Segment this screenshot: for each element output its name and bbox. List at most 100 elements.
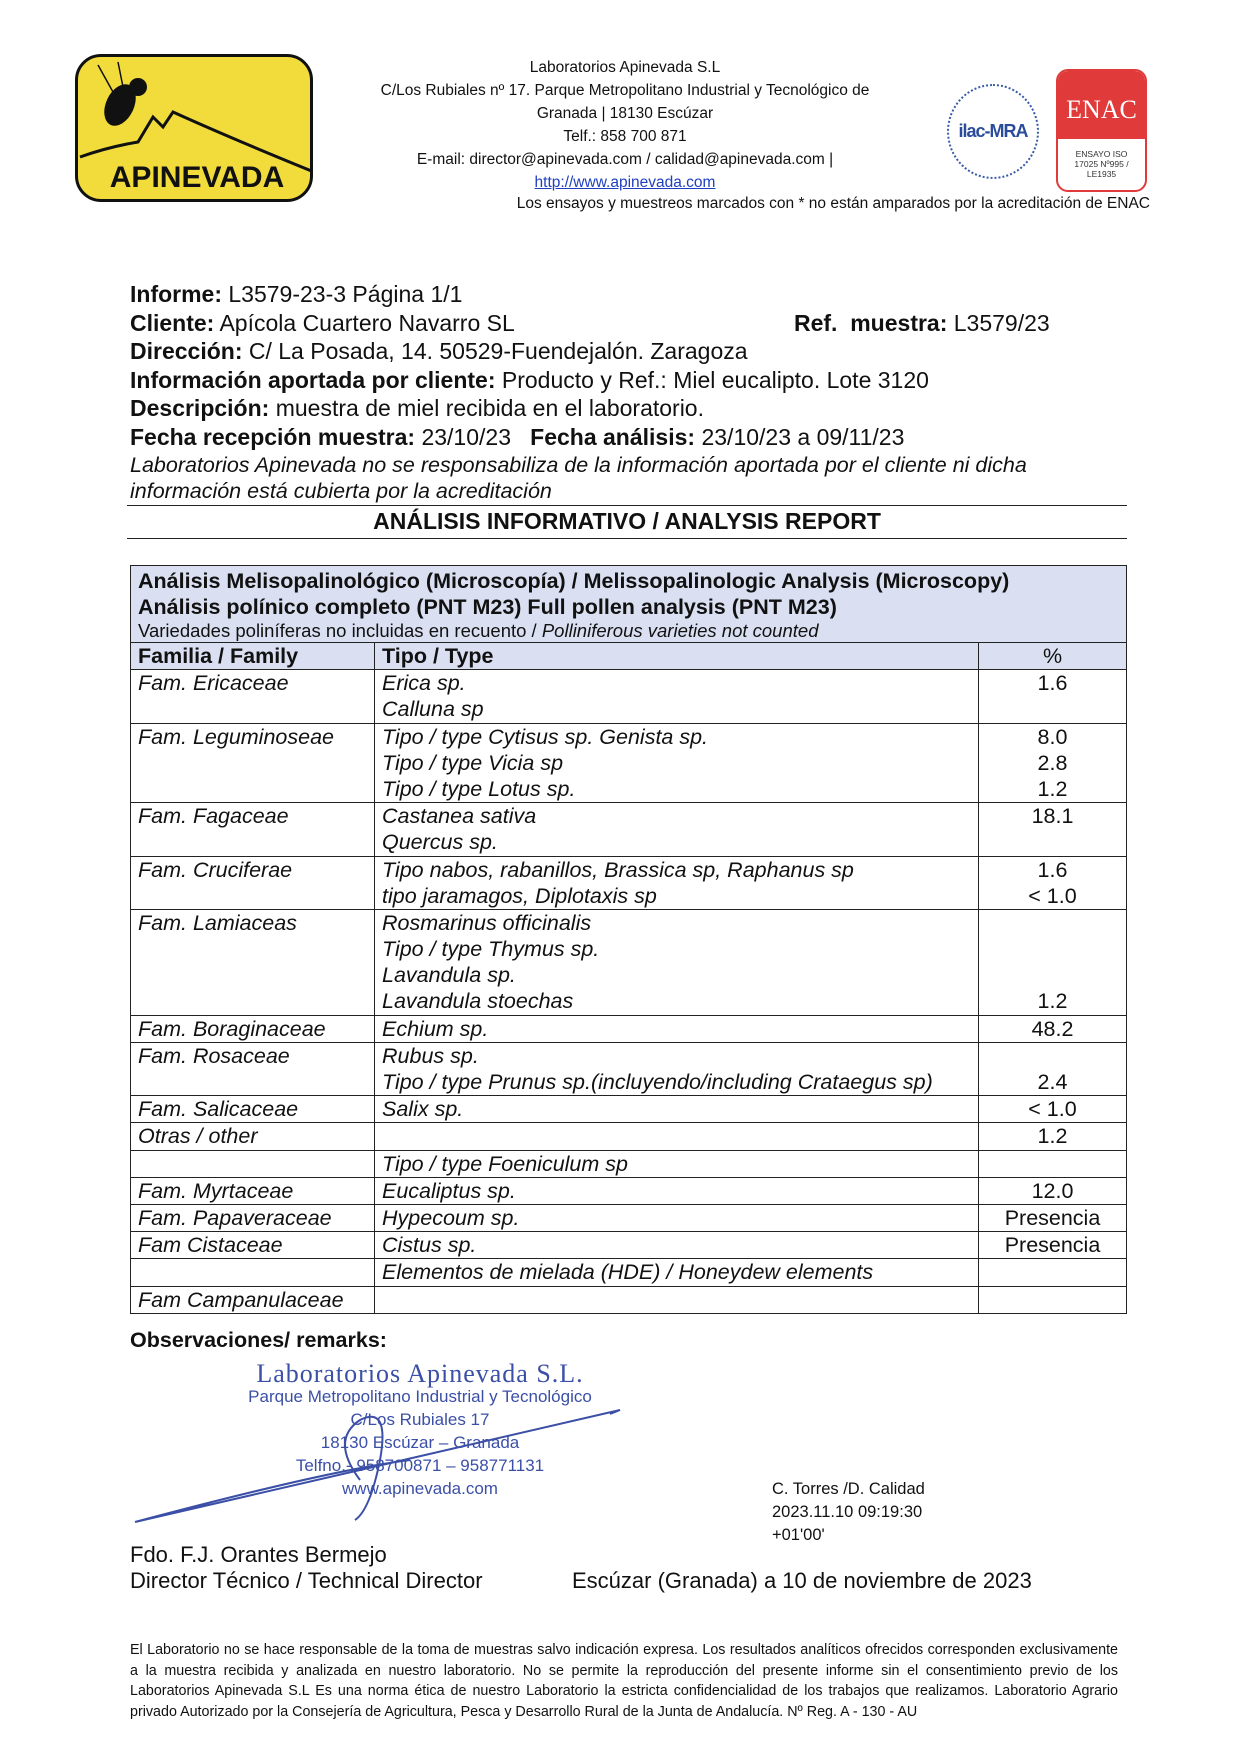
percent-cell — [978, 1285, 1127, 1314]
family-cell: Fam. Boraginaceae — [130, 1014, 375, 1043]
percent-cell: 12.0 — [978, 1176, 1127, 1205]
type-cell: Elementos de mielada (HDE) / Honeydew el… — [374, 1258, 979, 1287]
pollen-type: Calluna sp — [382, 697, 484, 722]
family-name: Fam. Salicaceae — [138, 1097, 299, 1122]
percent-cell: 8.0 2.8 1.2 — [978, 722, 1127, 804]
pollen-type: Lavandula sp. — [382, 963, 516, 988]
percent-cell — [978, 1149, 1127, 1178]
pollen-type: tipo jaramagos, Diplotaxis sp — [382, 883, 657, 908]
fecha-analisis-value: 23/10/23 a 09/11/23 — [695, 423, 905, 450]
percent-value: 1.2 — [1037, 989, 1068, 1014]
apinevada-logo: APINEVADA — [75, 54, 313, 202]
family-cell: Fam. Ericaceae — [130, 669, 375, 724]
type-cell: Tipo nabos, rabanillos, Brassica sp, Rap… — [374, 855, 979, 910]
table-row: Fam. Papaveraceae Hypecoum sp. Presencia — [130, 1203, 1127, 1233]
family-name: Fam. Myrtaceae — [138, 1178, 294, 1203]
caption-3-en: Polliniferous varieties not counted — [541, 620, 819, 641]
signer-role: Director Técnico / Technical Director — [130, 1568, 483, 1593]
pollen-type: Tipo / type Foeniculum sp — [382, 1151, 628, 1176]
type-cell — [374, 1122, 979, 1151]
percent-cell: 1.2 — [978, 1122, 1127, 1151]
handwritten-signature — [134, 1409, 621, 1523]
percent-value: 1.2 — [1037, 1124, 1068, 1149]
table-row: Fam. Salicaceae Salix sp. < 1.0 — [130, 1095, 1127, 1124]
ref-label: Ref. muestra: — [794, 309, 948, 336]
informe-value: L3579-23-3 Página 1/1 — [222, 281, 463, 307]
pollen-type: Erica sp. — [382, 671, 466, 696]
family-name: Otras / other — [138, 1124, 258, 1149]
table-row: Fam. Boraginaceae Echium sp. 48.2 — [130, 1014, 1127, 1043]
percent-value: 48.2 — [1031, 1016, 1074, 1041]
caption-3: Variedades poliníferas no incluidas en r… — [138, 620, 542, 641]
family-cell: Fam. Lamiaceas — [130, 908, 375, 1016]
percent-cell: < 1.0 — [978, 1095, 1127, 1124]
cliente-label: Cliente: — [130, 309, 215, 336]
percent-value — [986, 962, 1119, 988]
header-percent: % — [978, 641, 1127, 671]
enac-logo: ENAC ENSAYO ISO 17025 Nº995 / LE1935 — [1056, 69, 1147, 192]
percent-cell: 1.6 — [978, 669, 1127, 724]
website-link[interactable]: http://www.apinevada.com — [534, 174, 716, 191]
desc-label: Descripción: — [130, 395, 270, 422]
pollen-type: Castanea sativa — [382, 804, 537, 829]
header-family: Familia / Family — [130, 641, 375, 671]
pollen-type: Hypecoum sp. — [382, 1205, 520, 1230]
place-date: Escúzar (Granada) a 10 de noviembre de 2… — [572, 1568, 1032, 1593]
type-cell: Hypecoum sp. — [374, 1203, 979, 1233]
percent-value: 2.4 — [1037, 1070, 1068, 1095]
family-name — [138, 1151, 367, 1177]
pollen-table: Análisis Melisopalinológico (Microscopía… — [130, 565, 1127, 1314]
table-row: Fam. Ericaceae Erica sp. Calluna sp 1.6 — [130, 669, 1127, 724]
table-row: Otras / other 1.2 — [130, 1122, 1127, 1151]
ref-value: L3579/23 — [947, 309, 1050, 336]
family-cell — [130, 1149, 375, 1178]
stamp-line: Laboratorios Apinevada S.L. — [256, 1359, 584, 1388]
company-name: Laboratorios Apinevada S.L — [529, 59, 721, 76]
percent-value: < 1.0 — [1028, 1097, 1077, 1122]
fecha-recepcion-label: Fecha recepción muestra: — [130, 423, 416, 450]
desc-value: muestra de miel recibida en el laborator… — [269, 395, 704, 422]
direccion-value: C/ La Posada, 14. 50529-Fuendejalón. Zar… — [242, 338, 748, 365]
type-cell: Salix sp. — [374, 1095, 979, 1124]
percent-value: 1.6 — [1037, 671, 1068, 696]
enac-note: Los ensayos y muestreos marcados con * n… — [516, 195, 1150, 212]
divider — [127, 538, 1127, 539]
percent-cell: Presencia — [978, 1231, 1127, 1260]
pollen-type: Tipo / type Cytisus sp. Genista sp. — [382, 724, 709, 749]
percent-value — [986, 829, 1119, 855]
ilac-mra-logo: ilac-MRA — [947, 84, 1039, 179]
percent-value: Presencia — [1004, 1205, 1101, 1230]
percent-cell — [978, 1258, 1127, 1287]
percent-cell: Presencia — [978, 1203, 1127, 1233]
percent-value — [986, 910, 1119, 936]
fecha-recepcion-value: 23/10/23 — [415, 423, 511, 450]
pollen-type: Echium sp. — [382, 1016, 489, 1041]
family-name: Fam. Rosaceae — [138, 1043, 290, 1068]
table-row: Fam. Lamiaceas Rosmarinus officinalis Tipo… — [130, 908, 1127, 1016]
percent-cell: 1.2 — [978, 908, 1127, 1016]
caption-2: Análisis polínico completo (PNT M23) Ful… — [138, 595, 837, 619]
table-caption: Análisis Melisopalinológico (Microscopía… — [130, 565, 1127, 643]
disclaimer-line-2: información está cubierta por la acredit… — [130, 479, 552, 504]
percent-value: 18.1 — [1031, 804, 1074, 829]
enac-text: ENAC — [1058, 71, 1145, 139]
type-cell: Erica sp. Calluna sp — [374, 669, 979, 724]
family-cell — [130, 1258, 375, 1287]
family-cell: Fam. Fagaceae — [130, 802, 375, 857]
family-cell: Fam. Myrtaceae — [130, 1176, 375, 1205]
info-value: Producto y Ref.: Miel eucalipto. Lote 31… — [495, 366, 929, 393]
family-name: Fam. Papaveraceae — [138, 1205, 332, 1230]
percent-value — [986, 696, 1119, 722]
percent-value: 8.0 — [1037, 724, 1068, 749]
digital-signer: C. Torres /D. Calidad — [772, 1480, 925, 1498]
family-cell: Fam Cistaceae — [130, 1231, 375, 1260]
family-cell: Fam. Papaveraceae — [130, 1203, 375, 1233]
family-cell: Otras / other — [130, 1122, 375, 1151]
table-row: Fam. Cruciferae Tipo nabos, rabanillos, B… — [130, 855, 1127, 910]
family-name: Fam. Fagaceae — [138, 804, 289, 829]
percent-cell: 18.1 — [978, 802, 1127, 857]
report-info: Informe: L3579-23-3 Página 1/1 Cliente: … — [130, 280, 1130, 505]
signer-name: Fdo. F.J. Orantes Bermejo — [130, 1542, 387, 1567]
pollen-type: Eucaliptus sp. — [382, 1178, 516, 1203]
pollen-type: Quercus sp. — [382, 830, 498, 855]
